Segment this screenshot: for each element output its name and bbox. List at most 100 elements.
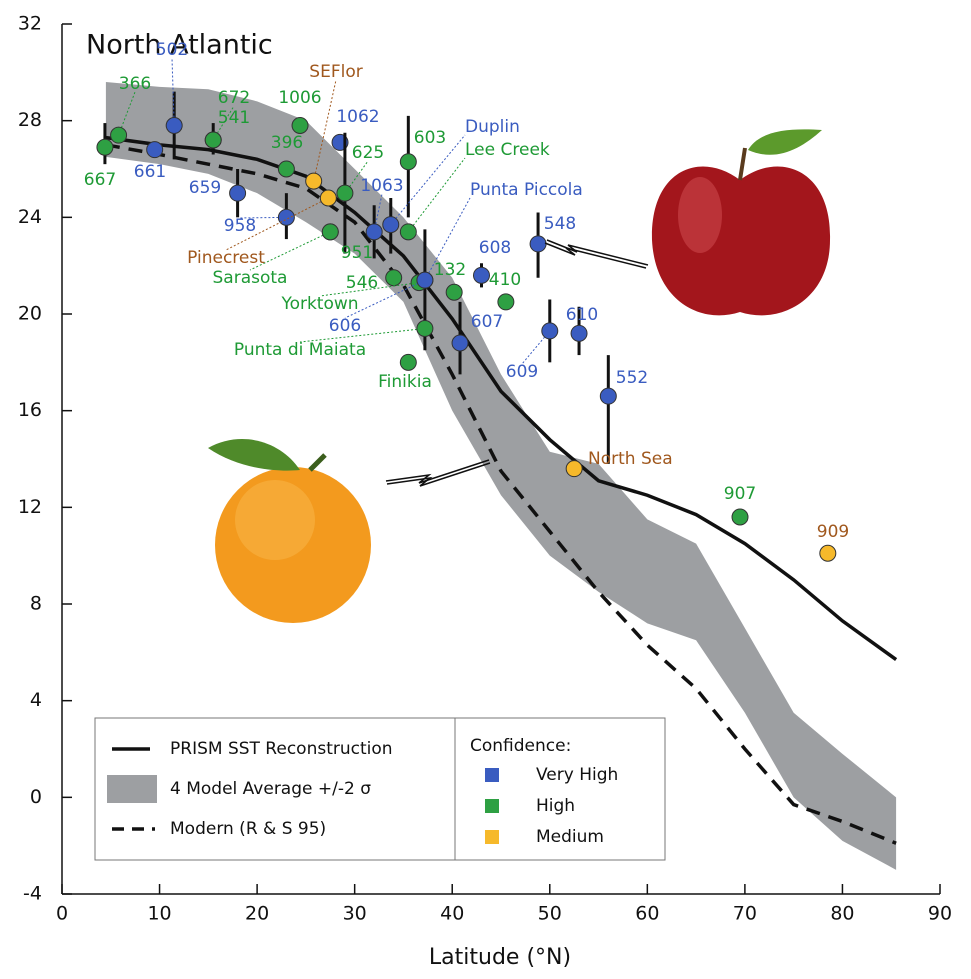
- point-label: 951: [341, 243, 373, 263]
- data-point: [386, 270, 402, 286]
- data-point: [446, 284, 462, 300]
- data-point: [498, 294, 514, 310]
- legend-label: Medium: [536, 827, 604, 847]
- point-label: 907: [724, 484, 756, 504]
- data-point: [306, 173, 322, 189]
- legend-label: Modern (R & S 95): [170, 819, 326, 839]
- legend-label: 4 Model Average +/-2 σ: [170, 779, 371, 799]
- data-point: [111, 127, 127, 143]
- data-point: [147, 142, 163, 158]
- y-tick-label: 12: [18, 496, 42, 518]
- point-label: 606: [329, 316, 361, 336]
- data-point: [600, 388, 616, 404]
- point-label: Yorktown: [280, 294, 358, 314]
- data-point: [571, 325, 587, 341]
- legend-swatch: [485, 768, 499, 782]
- data-point: [473, 267, 489, 283]
- point-label: 541: [218, 108, 250, 128]
- point-label: Pinecrest: [187, 248, 265, 268]
- x-tick-label: 20: [245, 903, 269, 925]
- point-label: SEFlor: [309, 62, 362, 82]
- data-point: [400, 354, 416, 370]
- legend-swatch: [485, 830, 499, 844]
- point-label: Sarasota: [213, 268, 288, 288]
- point-label: 410: [489, 270, 521, 290]
- x-tick-label: 60: [635, 903, 659, 925]
- y-tick-label: 4: [30, 689, 42, 711]
- x-tick-label: 80: [830, 903, 854, 925]
- point-label: 667: [84, 170, 116, 190]
- x-tick-label: 70: [733, 903, 757, 925]
- point-label: 603: [414, 128, 446, 148]
- point-label: North Sea: [588, 449, 673, 469]
- data-point: [732, 509, 748, 525]
- data-point: [542, 323, 558, 339]
- x-tick-label: 50: [538, 903, 562, 925]
- point-label: 1063: [360, 176, 403, 196]
- point-label: Duplin: [465, 117, 520, 137]
- data-point: [366, 224, 382, 240]
- data-point: [417, 321, 433, 337]
- point-label: 672: [218, 88, 250, 108]
- x-tick-label: 10: [147, 903, 171, 925]
- x-tick-label: 90: [928, 903, 952, 925]
- point-label: Lee Creek: [465, 140, 550, 160]
- y-tick-label: 28: [18, 109, 42, 131]
- data-point: [566, 461, 582, 477]
- x-tick-label: 0: [56, 903, 68, 925]
- legend-label: High: [536, 796, 575, 816]
- y-tick-label: 32: [18, 13, 42, 35]
- point-label: 607: [471, 312, 503, 332]
- data-point: [278, 209, 294, 225]
- point-label: Finikia: [378, 372, 432, 392]
- point-label: 1062: [336, 107, 379, 127]
- data-point: [400, 224, 416, 240]
- y-tick-label: 0: [30, 786, 42, 808]
- data-point: [383, 217, 399, 233]
- point-label: 552: [616, 368, 648, 388]
- x-tick-label: 40: [440, 903, 464, 925]
- point-label: 625: [352, 143, 384, 163]
- data-point: [530, 236, 546, 252]
- point-label: 132: [434, 260, 466, 280]
- data-point: [230, 185, 246, 201]
- chart: North Atlantic Latitude (°N) PRISM SST R…: [0, 0, 971, 979]
- point-label: Punta di Maiata: [234, 340, 366, 360]
- point-label: 661: [134, 162, 166, 182]
- legend-label: Very High: [536, 765, 618, 785]
- data-point: [820, 545, 836, 561]
- point-label: 1006: [278, 88, 321, 108]
- y-tick-label: 16: [18, 399, 42, 421]
- legend-title: Confidence:: [470, 736, 571, 756]
- point-label: 548: [544, 214, 576, 234]
- data-point: [417, 272, 433, 288]
- point-label: 502: [156, 40, 188, 60]
- x-tick-label: 30: [343, 903, 367, 925]
- data-point: [278, 161, 294, 177]
- point-label: 659: [189, 178, 221, 198]
- y-tick-label: 20: [18, 303, 42, 325]
- point-label: 610: [566, 305, 598, 325]
- legend: PRISM SST Reconstruction 4 Model Average …: [95, 718, 665, 860]
- data-point: [322, 224, 338, 240]
- data-point: [292, 118, 308, 134]
- point-label: 366: [119, 74, 151, 94]
- y-tick-label: -4: [23, 883, 42, 905]
- data-point: [452, 335, 468, 351]
- legend-label: PRISM SST Reconstruction: [170, 739, 393, 759]
- point-label: 546: [346, 273, 378, 293]
- legend-swatch: [485, 799, 499, 813]
- y-tick-label: 24: [18, 206, 42, 228]
- legend-band: [107, 775, 157, 803]
- apple-image: [652, 129, 830, 315]
- point-label: Punta Piccola: [470, 180, 583, 200]
- point-label: 608: [479, 238, 511, 258]
- point-label: 396: [271, 133, 303, 153]
- data-point: [205, 132, 221, 148]
- x-axis-label: Latitude (°N): [429, 945, 571, 970]
- y-tick-label: 8: [30, 593, 42, 615]
- point-label: 958: [224, 216, 256, 236]
- data-point: [337, 185, 353, 201]
- point-label: 609: [506, 362, 538, 382]
- data-point: [166, 118, 182, 134]
